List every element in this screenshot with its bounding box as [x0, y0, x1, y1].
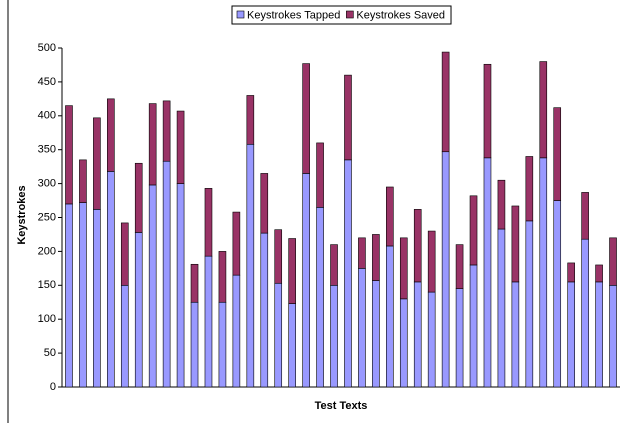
bar-segment: [511, 281, 520, 388]
bar-segment: [441, 151, 450, 388]
bar-segment: [553, 200, 562, 388]
y-tick-label: 400: [38, 110, 56, 122]
legend-swatch: [236, 10, 245, 19]
bar-segment: [413, 209, 422, 283]
bar-segment: [581, 238, 589, 388]
bar-segment: [386, 186, 394, 247]
bar-segment: [162, 160, 171, 388]
bar-segment: [260, 173, 269, 234]
x-axis-title: Test Texts: [315, 400, 368, 412]
bar-segment: [455, 244, 464, 289]
bar-segment: [455, 288, 464, 388]
bar-segment: [218, 251, 227, 303]
y-axis-title: Keystrokes: [16, 185, 28, 244]
bar-segment: [525, 156, 534, 222]
y-tick-label: 150: [38, 279, 56, 291]
bar-segment: [497, 228, 506, 388]
bar-segment: [595, 281, 603, 388]
bar-segment: [162, 100, 171, 162]
bar-segment: [93, 117, 101, 210]
bar-segment: [79, 159, 87, 203]
bar-segment: [497, 179, 506, 230]
bar-segment: [344, 74, 352, 161]
y-tick-label: 300: [38, 178, 56, 190]
bar-segment: [427, 230, 436, 293]
bar-segment: [148, 103, 157, 186]
bar-segment: [399, 298, 408, 388]
bar-segment: [330, 244, 338, 286]
bar-segment: [190, 263, 199, 303]
y-tick-label: 350: [38, 144, 56, 156]
bar-segment: [232, 211, 241, 276]
bar-segment: [288, 238, 296, 304]
bar-segment: [567, 262, 575, 283]
bar-segment: [344, 159, 352, 388]
bar-segment: [372, 280, 380, 388]
bar-segment: [539, 157, 548, 388]
bar-segment: [107, 98, 115, 172]
bar-segment: [120, 222, 129, 286]
bar-segment: [302, 63, 310, 174]
bar-segment: [190, 301, 199, 388]
bar-segment: [65, 203, 73, 388]
bar-segment: [469, 195, 478, 266]
bar-segment: [511, 205, 520, 283]
bar-segment: [372, 234, 380, 281]
legend-label: Keystrokes Tapped: [247, 9, 340, 21]
bar-segment: [386, 245, 394, 388]
y-tick-label: 450: [38, 76, 56, 88]
bar-segment: [609, 237, 617, 286]
bar-segment: [218, 301, 227, 388]
y-tick-label: 0: [50, 381, 56, 393]
bar-segment: [469, 264, 478, 388]
bar-segment: [204, 188, 213, 257]
bar-segment: [413, 281, 422, 388]
bar-segment: [553, 107, 562, 201]
bar-segment: [120, 284, 129, 388]
bar-segment: [274, 282, 283, 388]
bar-segment: [274, 229, 283, 284]
bar-segment: [232, 274, 241, 388]
y-tick-label: 200: [38, 245, 56, 257]
bar-segment: [567, 281, 575, 388]
legend-box: [231, 5, 452, 25]
bar-segment: [330, 284, 338, 388]
bar-segment: [358, 237, 366, 269]
bar-segment: [107, 171, 115, 388]
legend-label: Keystrokes Saved: [356, 9, 445, 21]
bar-segment: [288, 303, 296, 388]
bar-segment: [525, 220, 534, 388]
y-tick-label: 100: [38, 313, 56, 325]
bar-segment: [148, 184, 157, 388]
y-tick-label: 500: [38, 42, 56, 54]
legend-swatch: [346, 10, 354, 19]
bar-segment: [358, 268, 366, 388]
bar-segment: [316, 207, 324, 388]
bar-segment: [176, 110, 185, 184]
bar-segment: [441, 51, 450, 153]
bar-segment: [246, 95, 255, 145]
bar-segment: [399, 237, 408, 300]
bar-segment: [93, 209, 101, 388]
bar-segment: [246, 143, 255, 388]
bar-segment: [581, 192, 589, 240]
bar-segment: [595, 264, 603, 283]
bar-segment: [302, 173, 310, 388]
bar-segment: [79, 202, 87, 388]
bar-segment: [134, 232, 143, 388]
bar-segment: [427, 291, 436, 388]
bar-segment: [65, 105, 73, 205]
bar-segment: [483, 63, 492, 159]
y-tick-label: 50: [44, 347, 56, 359]
bar-segment: [260, 232, 269, 388]
bar-segment: [134, 162, 143, 233]
y-tick-label: 250: [38, 211, 56, 223]
bar-segment: [539, 61, 548, 159]
bar-segment: [204, 255, 213, 388]
bar-segment: [316, 142, 324, 208]
bar-segment: [483, 157, 492, 388]
bar-segment: [609, 284, 617, 388]
bar-segment: [176, 183, 185, 388]
